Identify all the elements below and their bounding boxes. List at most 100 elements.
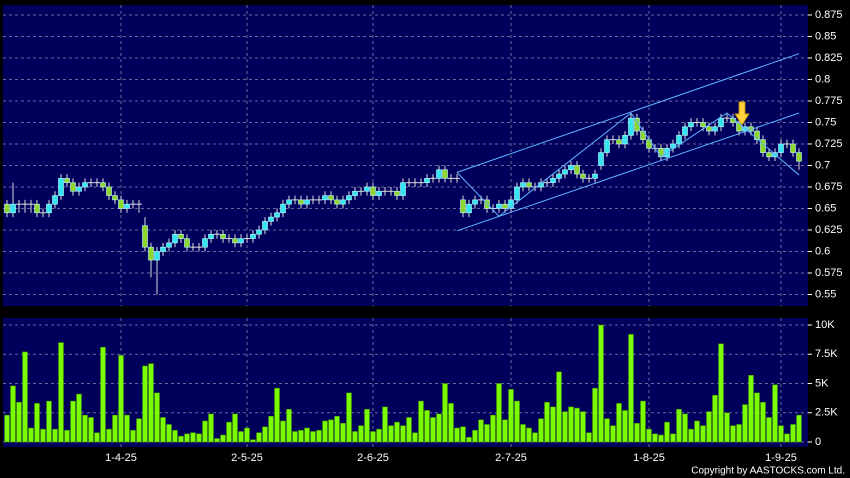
candle-body: [442, 169, 448, 179]
candle-body: [328, 195, 334, 201]
volume-bar: [538, 418, 544, 443]
candle-body: [508, 199, 514, 209]
candle-body: [400, 182, 406, 196]
candle-body: [322, 195, 328, 201]
volume-bar: [466, 437, 472, 443]
plot-layer: 0.55 0.575 0.6 0.625 0.65 0.675 0.7 0.725 0.75 0.…: [3, 5, 843, 464]
volume-bar: [682, 413, 688, 443]
volume-bar: [322, 420, 328, 443]
candle-body: [202, 238, 208, 248]
x-tick-label: 2-7-25: [495, 452, 527, 464]
volume-bar: [106, 428, 112, 443]
volume-bar: [766, 417, 772, 443]
candle-body: [574, 165, 580, 175]
trendline: [456, 112, 800, 232]
volume-bar: [508, 389, 514, 443]
candle-body: [172, 233, 178, 244]
y-tick-label: 0.6: [815, 245, 830, 257]
volume-bar: [220, 434, 226, 443]
volume-bar: [550, 406, 556, 443]
volume-bar: [292, 431, 298, 443]
candle-body: [334, 199, 340, 205]
volume-bar: [352, 431, 358, 443]
volume-bar: [628, 334, 634, 443]
volume-bar: [790, 424, 796, 443]
candle-body: [712, 126, 718, 132]
candle-body: [118, 199, 124, 209]
volume-bar: [388, 425, 394, 443]
volume-bar: [544, 401, 550, 443]
volume-bar: [520, 424, 526, 443]
volume-bar: [472, 430, 478, 443]
y-tick-label: 5K: [815, 377, 829, 389]
volume-bar: [238, 431, 244, 443]
candle-body: [580, 173, 586, 179]
candle-body: [568, 165, 574, 171]
volume-bar: [82, 414, 88, 443]
y-tick-label: 0.65: [815, 202, 836, 214]
y-tick-label: 0.75: [815, 116, 836, 128]
candle-body: [64, 178, 70, 183]
candle-body: [370, 186, 376, 196]
volume-bar: [40, 428, 46, 443]
candle-body: [496, 203, 502, 209]
volume-bar: [634, 423, 640, 443]
candle-body: [436, 169, 442, 179]
volume-bar: [130, 430, 136, 443]
volume-bar: [580, 411, 586, 443]
volume-bar: [730, 425, 736, 443]
volume-bar: [16, 401, 22, 443]
candle-body: [280, 203, 286, 214]
candle-body: [250, 233, 256, 239]
volume-bar: [94, 432, 100, 443]
volume-bar: [328, 419, 334, 443]
candle-body: [526, 182, 532, 188]
y-tick-label: 0.625: [815, 224, 843, 236]
candle-body: [46, 203, 52, 214]
volume-bar: [454, 427, 460, 443]
volume-bar: [196, 433, 202, 443]
volume-bar: [376, 428, 382, 443]
candle-body: [688, 122, 694, 128]
candle-body: [232, 238, 238, 244]
volume-bar: [64, 430, 70, 443]
candle-body: [796, 152, 802, 162]
candle-body: [100, 182, 106, 188]
candle-body: [286, 199, 292, 205]
volume-bar: [490, 414, 496, 443]
volume-bar: [298, 430, 304, 443]
candle-body: [298, 199, 304, 205]
volume-bar: [484, 424, 490, 443]
volume-bar: [658, 434, 664, 443]
volume-bar: [202, 420, 208, 443]
volume-bar: [10, 385, 16, 443]
volume-bar: [742, 404, 748, 443]
volume-bar: [718, 343, 724, 443]
volume-bar: [496, 383, 502, 443]
volume-bar: [622, 410, 628, 443]
candle-body: [178, 233, 184, 239]
candle-body: [238, 238, 244, 244]
candle-body: [718, 117, 724, 128]
volume-bar: [436, 413, 442, 443]
candle-body: [754, 130, 760, 140]
volume-bar: [250, 439, 256, 443]
volume-bar: [400, 425, 406, 443]
candle-body: [208, 233, 214, 239]
volume-bar: [58, 342, 64, 443]
volume-bar: [748, 375, 754, 443]
candle-body: [682, 126, 688, 136]
volume-bar: [226, 421, 232, 443]
volume-bar: [310, 431, 316, 443]
volume-bar: [676, 408, 682, 443]
candle-body: [352, 190, 358, 196]
volume-bar: [418, 400, 424, 443]
volume-bar: [586, 432, 592, 443]
volume-bar: [448, 403, 454, 443]
volume-bar: [736, 424, 742, 443]
volume-bar: [232, 413, 238, 443]
candle-body: [70, 182, 76, 192]
candle-body: [502, 203, 508, 209]
volume-bar: [262, 426, 268, 443]
